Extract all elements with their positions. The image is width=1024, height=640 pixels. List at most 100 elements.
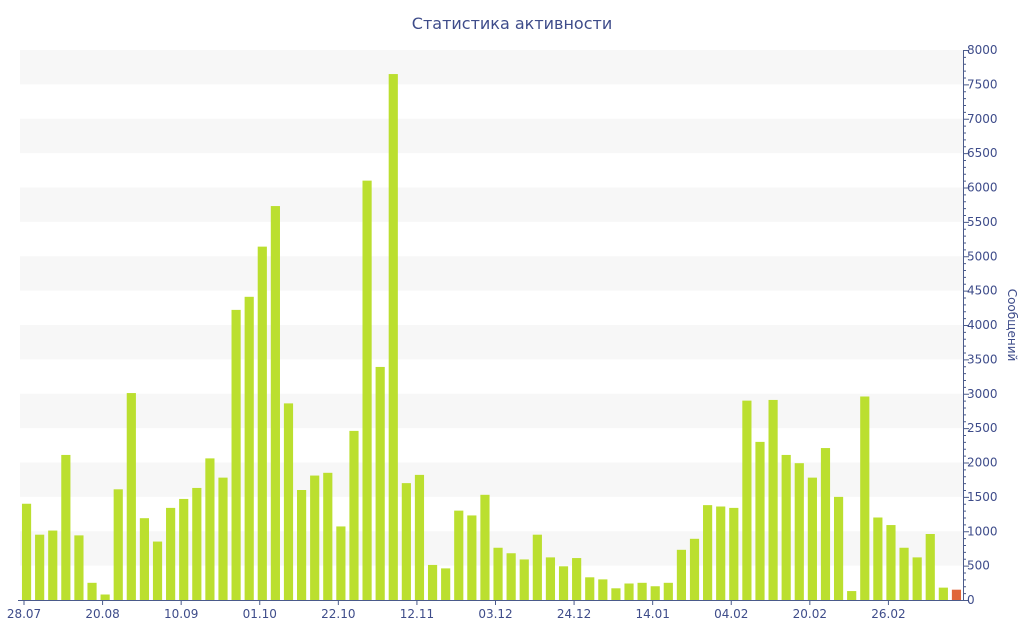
bar[interactable] bbox=[820, 448, 831, 600]
grid-band bbox=[20, 325, 963, 360]
bar[interactable] bbox=[493, 547, 503, 600]
y-tick-label: 0 bbox=[967, 593, 975, 607]
bar[interactable] bbox=[74, 535, 84, 601]
x-tick-label: 12.11 bbox=[400, 607, 434, 621]
grid-bands bbox=[20, 50, 963, 566]
y-tick-label: 3500 bbox=[967, 352, 998, 366]
bar[interactable] bbox=[113, 489, 123, 600]
bar[interactable] bbox=[951, 589, 962, 600]
bar[interactable] bbox=[297, 490, 307, 600]
bar[interactable] bbox=[703, 505, 713, 601]
bar[interactable] bbox=[179, 498, 189, 600]
bar[interactable] bbox=[807, 477, 817, 601]
y-tick-label: 1000 bbox=[967, 524, 998, 538]
y-tick-label: 1500 bbox=[967, 490, 998, 504]
bar[interactable] bbox=[166, 507, 176, 601]
bar[interactable] bbox=[572, 558, 582, 600]
y-tick-label: 5500 bbox=[967, 215, 998, 229]
bar[interactable] bbox=[886, 525, 896, 600]
bar[interactable] bbox=[454, 510, 464, 601]
bar[interactable] bbox=[742, 400, 752, 601]
bar[interactable] bbox=[375, 366, 385, 600]
bar[interactable] bbox=[139, 518, 150, 600]
bar[interactable] bbox=[480, 494, 490, 600]
bar[interactable] bbox=[441, 568, 451, 601]
x-tick-label: 26.02 bbox=[871, 607, 905, 621]
bar[interactable] bbox=[362, 180, 372, 601]
grid-band bbox=[20, 256, 963, 291]
bar[interactable] bbox=[244, 296, 254, 600]
x-tick-label: 03.12 bbox=[478, 607, 512, 621]
bar[interactable] bbox=[21, 503, 32, 600]
bar[interactable] bbox=[598, 579, 608, 601]
bar[interactable] bbox=[100, 594, 110, 601]
bar[interactable] bbox=[310, 475, 320, 600]
bar[interactable] bbox=[650, 586, 660, 600]
bar[interactable] bbox=[899, 547, 909, 600]
y-tick-label: 500 bbox=[967, 559, 990, 573]
bar[interactable] bbox=[126, 393, 136, 600]
bar[interactable] bbox=[794, 463, 804, 600]
bar[interactable] bbox=[676, 549, 686, 600]
bar[interactable] bbox=[755, 441, 765, 601]
bar[interactable] bbox=[218, 477, 228, 601]
bar[interactable] bbox=[833, 496, 844, 601]
bar[interactable] bbox=[231, 309, 241, 601]
bar[interactable] bbox=[847, 591, 857, 600]
x-tick-label: 20.02 bbox=[793, 607, 827, 621]
bar[interactable] bbox=[781, 454, 791, 600]
bar[interactable] bbox=[35, 534, 45, 600]
bar[interactable] bbox=[912, 557, 922, 601]
bar[interactable] bbox=[585, 577, 595, 600]
y-axis-title: Сообщений bbox=[1005, 289, 1019, 362]
bar[interactable] bbox=[192, 487, 202, 600]
bar[interactable] bbox=[257, 246, 267, 601]
y-tick-label: 8000 bbox=[967, 43, 998, 57]
bar[interactable] bbox=[519, 559, 529, 600]
bar[interactable] bbox=[768, 399, 778, 600]
y-tick-label: 7000 bbox=[967, 112, 998, 126]
y-tick-label: 3000 bbox=[967, 387, 998, 401]
bar[interactable] bbox=[48, 530, 58, 600]
bar[interactable] bbox=[532, 534, 542, 600]
bar[interactable] bbox=[545, 557, 556, 601]
bar[interactable] bbox=[558, 566, 569, 600]
y-tick-label: 7500 bbox=[967, 77, 998, 91]
grid-band bbox=[20, 393, 963, 429]
bar[interactable] bbox=[925, 534, 935, 600]
bar[interactable] bbox=[283, 403, 294, 601]
bar[interactable] bbox=[61, 454, 71, 600]
x-tick-label: 10.09 bbox=[164, 607, 198, 621]
y-tick-label: 2000 bbox=[967, 456, 998, 470]
bar[interactable] bbox=[729, 507, 739, 601]
bar[interactable] bbox=[716, 506, 726, 601]
bar[interactable] bbox=[624, 583, 634, 601]
bar[interactable] bbox=[152, 541, 163, 600]
grid-band bbox=[20, 50, 963, 85]
bar[interactable] bbox=[205, 458, 215, 601]
bar[interactable] bbox=[637, 582, 647, 600]
bar[interactable] bbox=[663, 582, 673, 600]
bar[interactable] bbox=[323, 472, 333, 600]
bar[interactable] bbox=[611, 588, 621, 600]
bar[interactable] bbox=[860, 396, 870, 601]
bar[interactable] bbox=[414, 474, 425, 601]
bar[interactable] bbox=[336, 526, 346, 600]
bar[interactable] bbox=[689, 538, 700, 600]
bar[interactable] bbox=[270, 206, 280, 600]
bar[interactable] bbox=[349, 430, 359, 601]
bar[interactable] bbox=[87, 582, 97, 600]
bars bbox=[21, 74, 962, 601]
bar[interactable] bbox=[388, 74, 398, 600]
bar[interactable] bbox=[467, 515, 477, 600]
bar[interactable] bbox=[401, 483, 411, 601]
bar[interactable] bbox=[427, 564, 438, 600]
grid-band bbox=[20, 462, 963, 497]
bar[interactable] bbox=[873, 517, 883, 601]
y-tick-label: 4000 bbox=[967, 318, 998, 332]
x-tick-label: 24.12 bbox=[557, 607, 591, 621]
grid-band bbox=[20, 118, 963, 154]
bar[interactable] bbox=[938, 587, 948, 601]
bar[interactable] bbox=[506, 553, 516, 600]
